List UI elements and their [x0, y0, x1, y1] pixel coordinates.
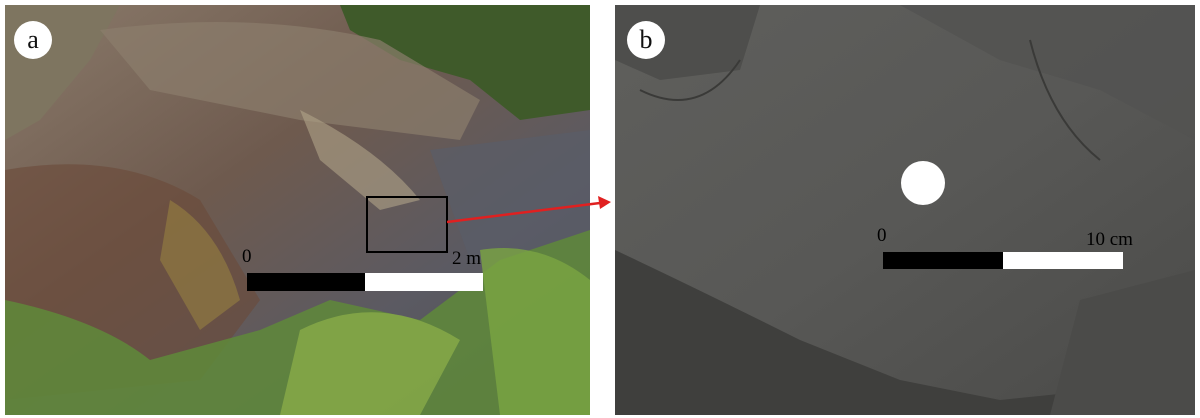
scale-start: 0: [877, 225, 887, 246]
scale-start: 0: [242, 246, 252, 267]
scale-bar-white: [1003, 252, 1123, 269]
figure: 0 2 m a 0 10 cm b: [0, 0, 1200, 418]
arrow-head: [598, 196, 611, 209]
scale-bar-white: [365, 273, 483, 291]
scale-end: 2 m: [452, 248, 481, 269]
panel-label: a: [27, 25, 39, 54]
scale-bar-black: [247, 273, 365, 291]
photo-b: [615, 5, 1195, 415]
marker-dot: [901, 161, 945, 205]
scale-end: 10 cm: [1086, 229, 1133, 250]
photo-a: [5, 5, 590, 415]
panel-label: b: [640, 25, 653, 54]
scale-bar-black: [883, 252, 1003, 269]
